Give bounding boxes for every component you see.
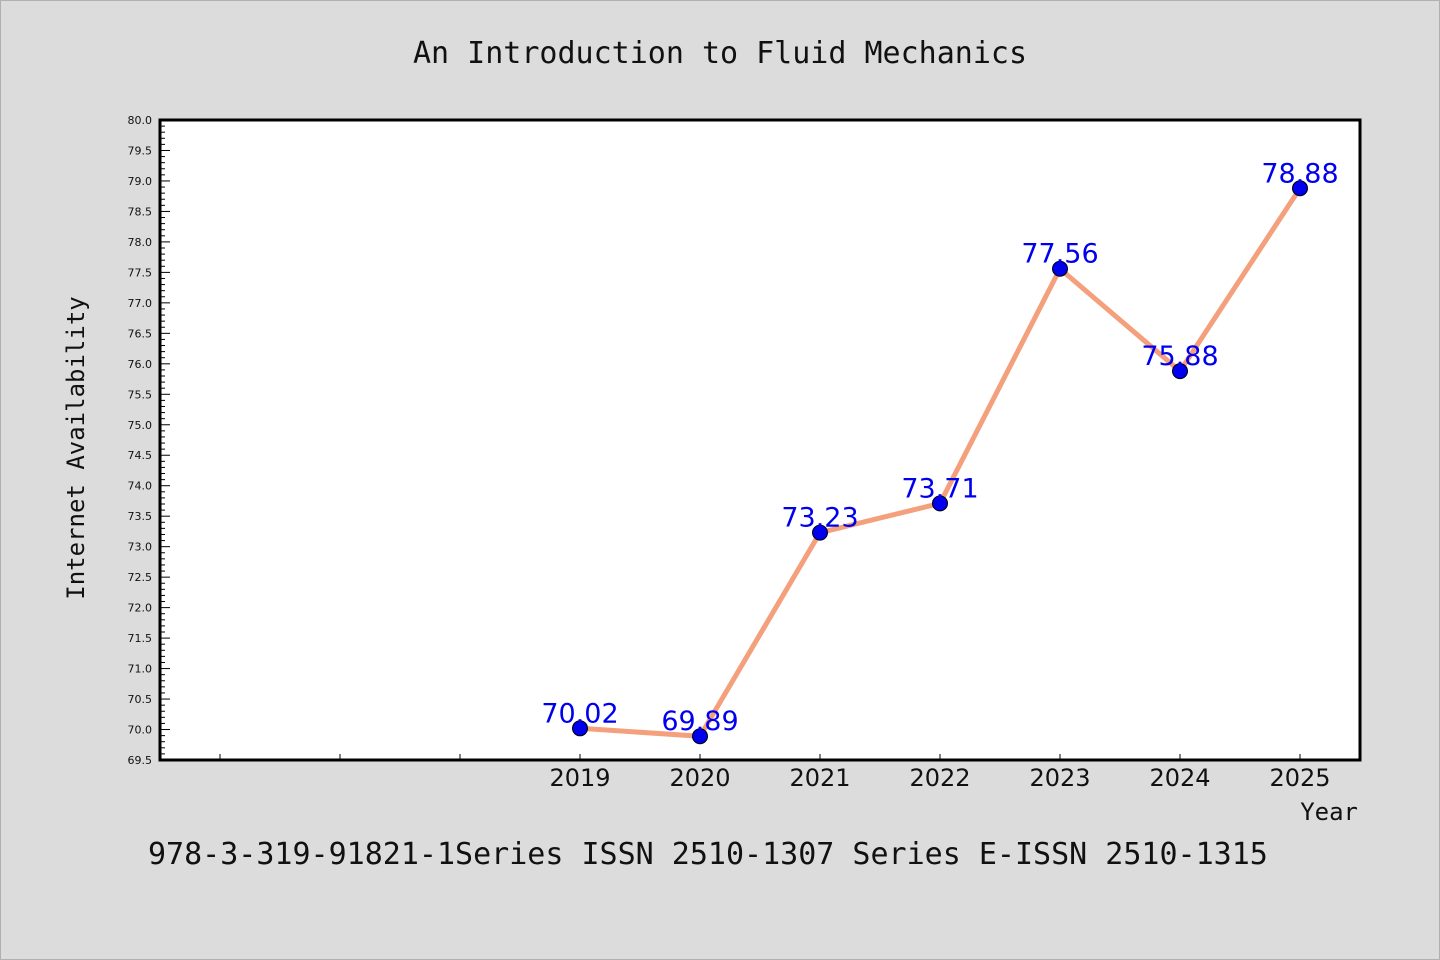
data-label: 75.88 [1141,341,1218,372]
y-tick-label: 76.5 [128,327,153,340]
y-tick-label: 71.0 [128,663,153,676]
y-tick-label: 72.5 [128,571,153,584]
x-tick-label: 2021 [789,764,850,792]
y-axis-label: Internet Availability [62,296,90,599]
y-tick-label: 73.0 [128,541,153,554]
data-label: 70.02 [541,698,618,729]
y-tick-label: 69.5 [128,754,153,767]
y-tick-label: 70.0 [128,724,153,737]
plot-area [158,118,1362,762]
footer-isbn: 978-3-319-91821-1Series ISSN 2510-1307 S… [148,837,1268,872]
y-tick-label: 80.0 [128,114,153,127]
x-tick-label: 2023 [1029,764,1090,792]
data-label: 78.88 [1261,158,1338,189]
x-tick-label: 2024 [1149,764,1210,792]
data-point [692,728,708,745]
data-point [572,720,588,737]
data-point [812,524,828,541]
y-tick-label: 79.5 [128,144,153,157]
y-tick-label: 71.5 [128,632,153,645]
data-label: 77.56 [1021,239,1098,270]
y-tick-label: 78.5 [128,205,153,218]
x-tick-label: 2020 [669,764,730,792]
y-tick-label: 75.0 [128,419,153,432]
x-axis-ticks: 2019 2020 2021 2022 2023 2024 2025 [219,754,1331,792]
y-tick-label: 72.0 [128,602,153,615]
y-tick-label: 70.5 [128,693,153,706]
data-point [1292,180,1308,197]
data-label: 69.89 [661,706,738,737]
y-tick-label: 77.0 [128,297,153,310]
y-tick-label: 75.5 [128,388,153,401]
x-tick-label: 2022 [909,764,970,792]
x-tick-label: 2025 [1269,764,1330,792]
data-point [1172,363,1188,380]
x-tick-label: 2019 [549,764,610,792]
data-label: 73.71 [901,473,978,504]
y-tick-label: 74.0 [128,480,153,493]
data-point [932,495,948,512]
data-point [1052,260,1068,277]
y-tick-label: 74.5 [128,449,153,462]
y-tick-label: 79.0 [128,175,153,188]
y-axis-ticks: 69.5 70.0 70.5 71.0 71.5 72.0 72.5 73.0 73.5 74.0… [128,114,170,767]
y-tick-label: 76.0 [128,358,153,371]
y-tick-label: 78.0 [128,236,153,249]
data-labels: 70.02 69.89 73.23 73.71 77.56 75.88 78.88 [541,158,1338,737]
x-axis-label: Year [1300,798,1358,826]
y-tick-label: 73.5 [128,510,153,523]
chart-title: An Introduction to Fluid Mechanics [413,36,1027,71]
data-label: 73.23 [781,503,858,534]
y-tick-label: 77.5 [128,266,153,279]
series-line-group [572,180,1308,745]
